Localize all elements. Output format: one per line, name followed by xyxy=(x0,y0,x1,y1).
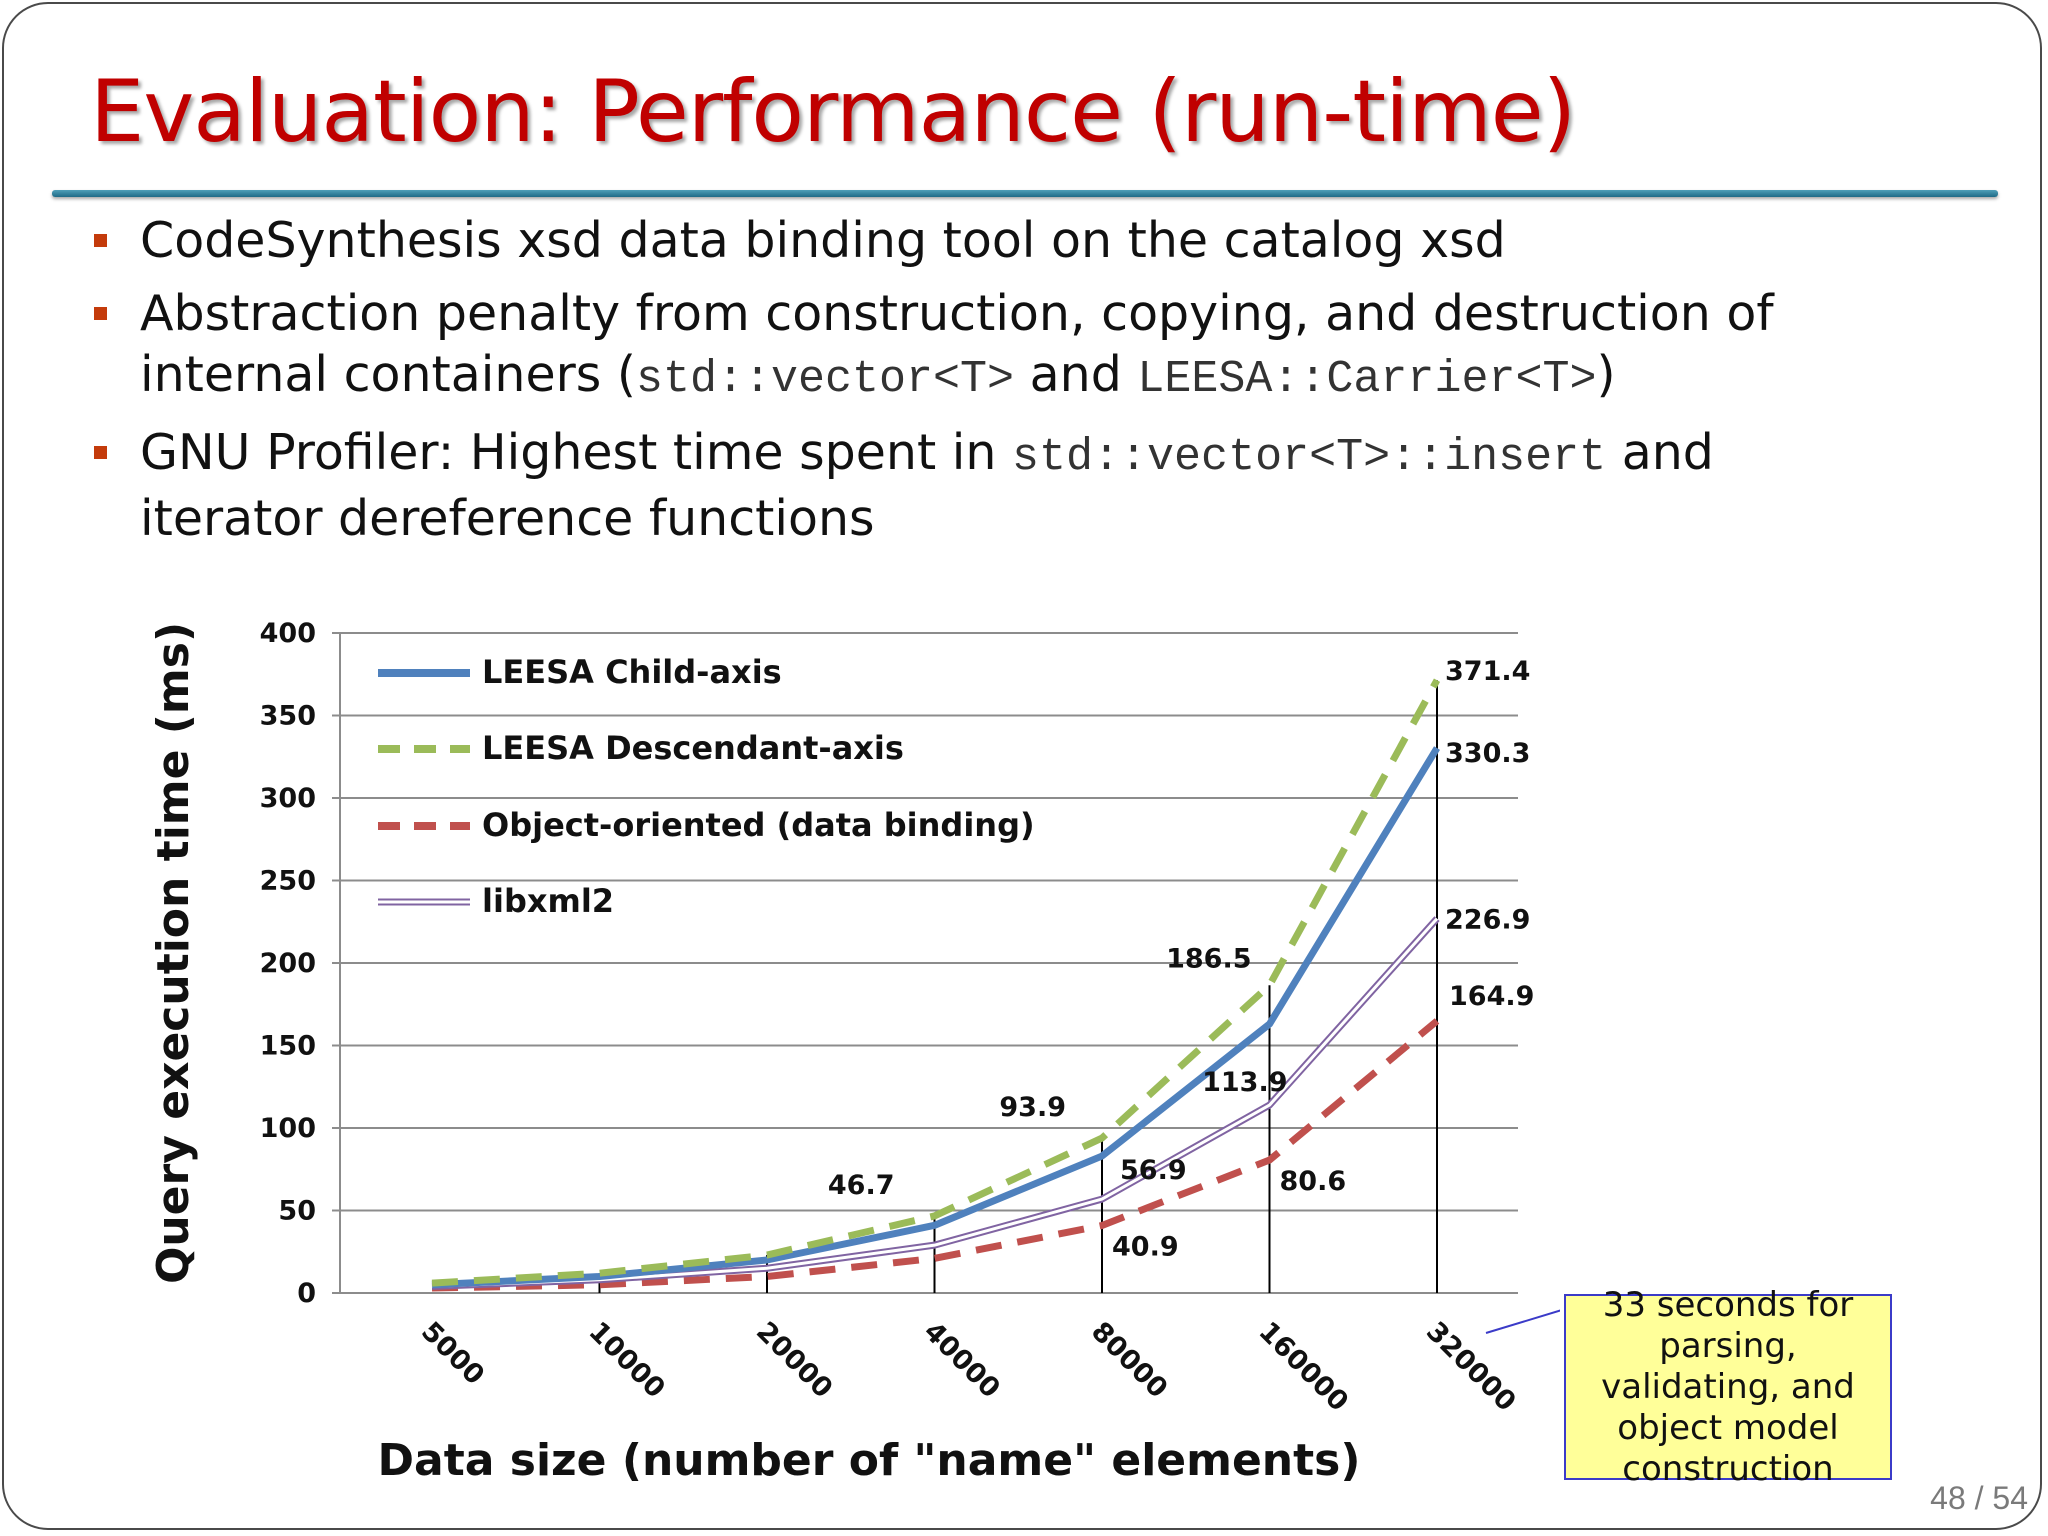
bullet-square-icon xyxy=(94,446,107,459)
legend-label: LEESA Child-axis xyxy=(482,653,782,691)
code-snippet: std::vector<T> xyxy=(635,354,1015,405)
data-label: 93.9 xyxy=(999,1092,1066,1123)
legend-label: LEESA Descendant-axis xyxy=(482,729,904,767)
bullet-item: Abstraction penalty from construction, c… xyxy=(90,283,1990,410)
y-tick-label: 300 xyxy=(260,783,316,814)
page-number: 48 / 54 xyxy=(1930,1480,2028,1516)
legend-label: Object-oriented (data binding) xyxy=(482,806,1035,844)
legend-label: libxml2 xyxy=(482,882,614,920)
slide-title: Evaluation: Performance (run-time) xyxy=(90,62,1576,162)
bullet-text: and xyxy=(1014,346,1138,403)
series-line-leesa-descendant-axis xyxy=(431,678,1441,1287)
data-label: 186.5 xyxy=(1166,943,1251,974)
bullet-text-line2: iterator dereference functions xyxy=(140,490,875,547)
y-tick-label: 400 xyxy=(260,618,316,649)
line-chart: 0 50 100 150 200 250 300 350 400 46.7 93.9 56.9 40.9… xyxy=(148,618,1560,1486)
callout-connector xyxy=(1485,1309,1560,1334)
data-label: 40.9 xyxy=(1112,1232,1179,1263)
x-tick-label: 20000 xyxy=(750,1316,838,1404)
bullet-square-icon xyxy=(94,307,107,320)
code-snippet: std::vector<T>::insert xyxy=(1012,432,1607,483)
x-axis-title: Data size (number of "name" elements) xyxy=(378,1435,1361,1486)
data-label: 46.7 xyxy=(828,1170,895,1201)
bullet-text-line1: Abstraction penalty from construction, c… xyxy=(140,285,1774,342)
data-label: 80.6 xyxy=(1280,1166,1347,1197)
bullet-text: GNU Profiler: Highest time spent in xyxy=(140,424,1013,481)
x-tick-label: 10000 xyxy=(583,1316,671,1404)
y-tick-label: 100 xyxy=(260,1113,316,1144)
y-tick-label: 150 xyxy=(260,1031,316,1062)
bullet-text: and xyxy=(1606,424,1714,481)
data-label: 330.3 xyxy=(1445,738,1530,769)
data-label: 164.9 xyxy=(1449,981,1534,1012)
y-tick-label: 250 xyxy=(260,866,316,897)
bullet-item: CodeSynthesis xsd data binding tool on t… xyxy=(90,210,1990,271)
x-tick-label: 160000 xyxy=(1253,1316,1355,1418)
bullet-list: CodeSynthesis xsd data binding tool on t… xyxy=(90,210,1990,561)
title-divider xyxy=(52,190,1998,197)
bullet-square-icon xyxy=(94,234,107,247)
bullet-text: CodeSynthesis xsd data binding tool on t… xyxy=(140,212,1506,269)
data-label: 113.9 xyxy=(1202,1067,1287,1098)
y-tick-label: 0 xyxy=(297,1278,316,1309)
data-label: 56.9 xyxy=(1120,1155,1187,1186)
x-tick-label: 40000 xyxy=(918,1316,1006,1404)
data-label: 371.4 xyxy=(1445,656,1530,687)
y-tick-label: 50 xyxy=(278,1196,316,1227)
series-line-object-oriented-data-binding xyxy=(431,1018,1440,1292)
code-snippet: LEESA::Carrier<T> xyxy=(1137,354,1597,405)
bullet-text: internal containers ( xyxy=(140,346,636,403)
x-tick-label: 320000 xyxy=(1420,1316,1522,1418)
series-line-leesa-child-axis xyxy=(431,746,1440,1289)
data-label: 226.9 xyxy=(1445,905,1530,936)
bullet-item: GNU Profiler: Highest time spent in std:… xyxy=(90,422,1990,549)
x-tick-label: 80000 xyxy=(1085,1316,1173,1404)
y-tick-label: 350 xyxy=(260,701,316,732)
y-axis-title: Query execution time (ms) xyxy=(148,622,199,1284)
y-tick-label: 200 xyxy=(260,948,316,979)
bullet-text: ) xyxy=(1596,346,1616,403)
x-tick-label: 5000 xyxy=(415,1316,490,1391)
annotation-callout: 33 seconds for parsing, validating, and … xyxy=(1564,1285,1892,1489)
